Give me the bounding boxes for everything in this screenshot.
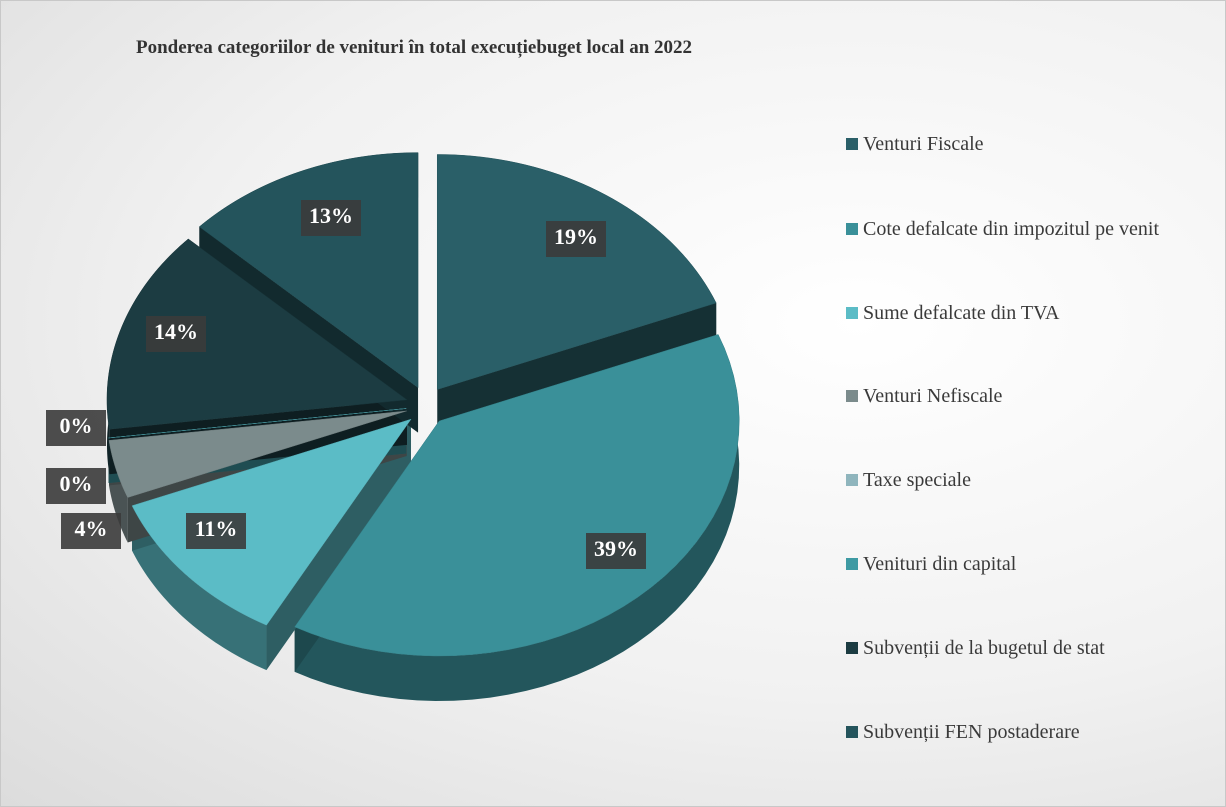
slice: [294, 334, 740, 657]
data-label: 11%: [195, 516, 238, 541]
label-box: [586, 533, 646, 569]
data-label: 19%: [554, 224, 598, 249]
slice: [436, 154, 717, 390]
legend-label: Venituri din capital: [863, 553, 1017, 575]
legend-item: Taxe speciale: [846, 465, 971, 495]
legend-item: Venituri din capital: [846, 549, 1016, 579]
label-box: [146, 316, 206, 352]
legend-label: Taxe speciale: [863, 469, 971, 491]
label-box: [46, 410, 106, 446]
label-box: [61, 513, 121, 549]
legend-label: Venturi Fiscale: [863, 133, 984, 155]
slice: [131, 418, 412, 626]
legend-swatch: [846, 474, 858, 486]
data-label: 0%: [60, 413, 93, 438]
legend-label: Subvenții FEN postaderare: [863, 721, 1080, 743]
legend-item: Cote defalcate din impozitul pe venit: [846, 214, 1159, 244]
legend-label: Venturi Nefiscale: [863, 385, 1003, 407]
slice: [108, 410, 407, 498]
data-label: 39%: [594, 536, 638, 561]
legend-item: Venturi Fiscale: [846, 129, 984, 159]
legend-item: Sume defalcate din TVA: [846, 298, 1059, 328]
tops: [106, 152, 740, 657]
slice-edge: [266, 419, 411, 671]
data-label: 4%: [75, 516, 108, 541]
legend-swatch: [846, 223, 858, 235]
data-label: 14%: [154, 319, 198, 344]
legend-swatch: [846, 390, 858, 402]
legend-swatch: [846, 726, 858, 738]
data-label: 0%: [60, 471, 93, 496]
slice-side: [132, 505, 267, 671]
legend-swatch: [846, 307, 858, 319]
slice-side: [294, 334, 740, 701]
legend-label: Subvenții de la bugetul de stat: [863, 637, 1105, 659]
label-box: [546, 221, 606, 257]
legend-label: Cote defalcate din impozitul pe venit: [863, 218, 1160, 240]
legend-item: Venturi Nefiscale: [846, 381, 1002, 411]
legend-swatch: [846, 558, 858, 570]
label-box: [186, 513, 246, 549]
labels: 19% 39% 11% 4% 0% 0% 14% 13%: [46, 200, 646, 569]
legend-swatch: [846, 642, 858, 654]
label-box: [46, 468, 106, 504]
legend-swatch: [846, 138, 858, 150]
slice: [106, 238, 408, 430]
legend-item: Subvenții de la bugetul de stat: [846, 633, 1105, 663]
label-box: [301, 200, 361, 236]
data-label: 13%: [309, 203, 353, 228]
legend-label: Sume defalcate din TVA: [863, 302, 1060, 324]
chart-title: Ponderea categoriilor de venituri în tot…: [136, 37, 692, 58]
legend-item: Subvenții FEN postaderare: [846, 717, 1080, 747]
slice: [198, 152, 419, 389]
